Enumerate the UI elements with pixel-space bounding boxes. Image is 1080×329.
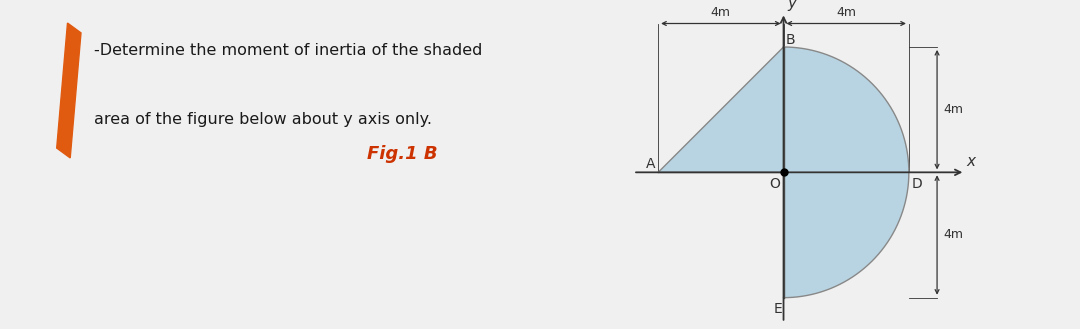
Text: area of the figure below about y axis only.: area of the figure below about y axis on… [95, 112, 432, 127]
Text: B: B [786, 33, 796, 47]
Polygon shape [57, 23, 81, 158]
Text: O: O [769, 177, 780, 191]
Text: x: x [967, 154, 976, 168]
Text: 4m: 4m [943, 103, 963, 116]
Text: D: D [912, 177, 922, 191]
Text: A: A [646, 157, 656, 171]
Polygon shape [783, 172, 909, 298]
Text: 4m: 4m [836, 6, 856, 19]
Text: 4m: 4m [711, 6, 731, 19]
Polygon shape [658, 47, 909, 172]
Text: y: y [787, 0, 796, 11]
Text: -Determine the moment of inertia of the shaded: -Determine the moment of inertia of the … [95, 43, 483, 58]
Text: E: E [773, 302, 782, 316]
Text: Fig.1 B: Fig.1 B [367, 145, 437, 163]
Text: 4m: 4m [943, 229, 963, 241]
